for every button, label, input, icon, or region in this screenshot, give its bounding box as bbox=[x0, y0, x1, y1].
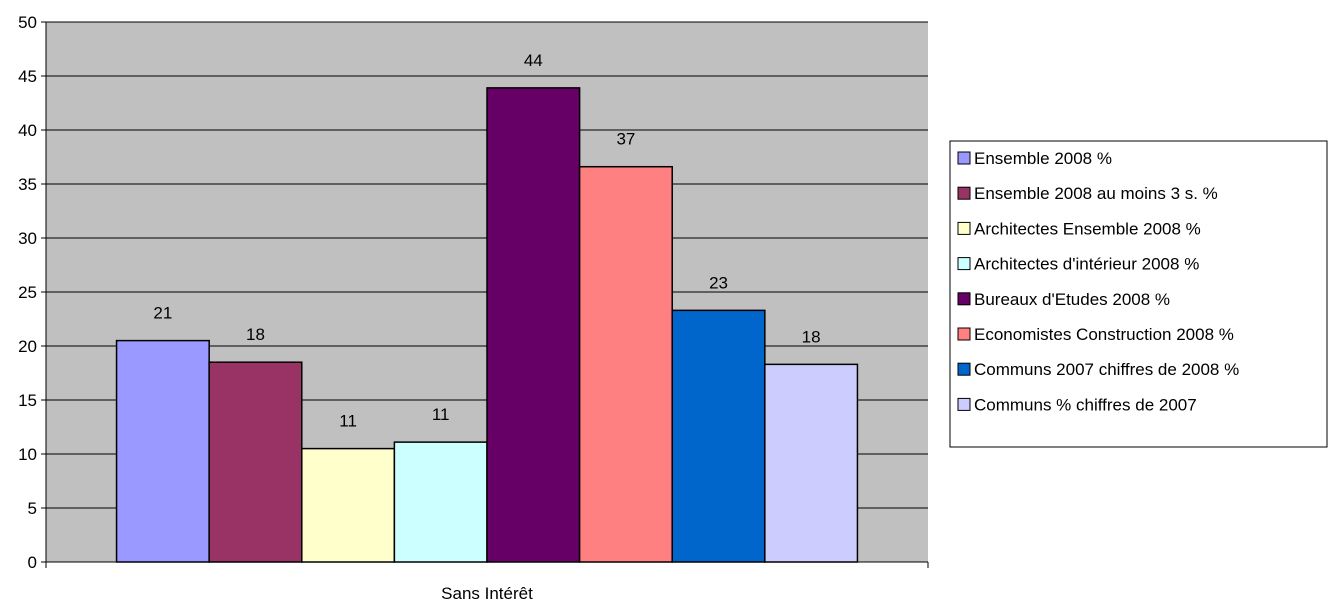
legend-label: Architectes Ensemble 2008 % bbox=[974, 219, 1201, 238]
legend-label: Architectes d'intérieur 2008 % bbox=[974, 255, 1199, 274]
y-tick-label: 0 bbox=[28, 553, 37, 572]
y-tick-label: 10 bbox=[18, 445, 37, 464]
legend-swatch bbox=[957, 151, 971, 165]
data-label: 11 bbox=[339, 412, 357, 431]
legend-swatch bbox=[957, 327, 971, 341]
data-labels: 21 18 11 11 44 37 23 18 bbox=[153, 51, 820, 431]
y-tick-label: 20 bbox=[18, 337, 37, 356]
data-label: 23 bbox=[709, 273, 728, 292]
bar bbox=[393, 441, 488, 563]
bar bbox=[115, 339, 210, 563]
legend: Ensemble 2008 % Ensemble 2008 au moins 3 … bbox=[949, 140, 1328, 448]
legend-swatch bbox=[957, 397, 971, 411]
y-tick-label: 30 bbox=[18, 229, 37, 248]
x-axis: Sans Intérêt bbox=[45, 561, 929, 602]
y-tick-label: 45 bbox=[18, 67, 37, 86]
y-tick-label: 5 bbox=[28, 499, 37, 518]
legend-label: Bureaux d'Etudes 2008 % bbox=[974, 290, 1170, 309]
bar bbox=[578, 165, 673, 563]
bar bbox=[671, 309, 766, 563]
bars bbox=[115, 87, 859, 563]
bar bbox=[301, 447, 396, 563]
legend-label: Economistes Construction 2008 % bbox=[974, 325, 1234, 344]
y-tick-label: 50 bbox=[18, 13, 37, 32]
bar bbox=[486, 87, 581, 563]
data-label: 11 bbox=[432, 405, 450, 424]
x-category-label: Sans Intérêt bbox=[441, 584, 533, 602]
data-label: 21 bbox=[153, 304, 172, 323]
data-label: 44 bbox=[524, 51, 543, 70]
data-label: 37 bbox=[616, 130, 635, 149]
legend-swatch bbox=[957, 257, 971, 271]
legend-swatch bbox=[957, 362, 971, 376]
data-label: 18 bbox=[802, 327, 821, 346]
legend-box bbox=[949, 140, 1328, 448]
legend-label: Ensemble 2008 % bbox=[974, 149, 1112, 168]
legend-label: Ensemble 2008 au moins 3 s. % bbox=[974, 184, 1218, 203]
bar bbox=[208, 361, 303, 563]
legend-swatch bbox=[957, 292, 971, 306]
data-label: 18 bbox=[246, 325, 265, 344]
y-tick-label: 35 bbox=[18, 175, 37, 194]
y-tick-label: 40 bbox=[18, 121, 37, 140]
y-tick-label: 25 bbox=[18, 283, 37, 302]
y-tick-label: 15 bbox=[18, 391, 37, 410]
legend-swatch bbox=[957, 221, 971, 235]
legend-label: Communs 2007 chiffres de 2008 % bbox=[974, 360, 1239, 379]
legend-swatch bbox=[957, 186, 971, 200]
bar bbox=[764, 363, 859, 563]
y-axis: 0 5 10 15 20 25 30 35 40 45 50 bbox=[18, 13, 47, 572]
legend-label: Communs % chiffres de 2007 bbox=[974, 395, 1197, 414]
